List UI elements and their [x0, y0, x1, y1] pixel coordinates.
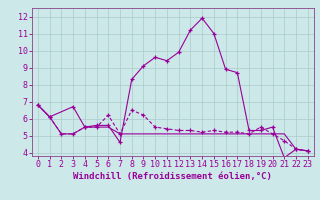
- X-axis label: Windchill (Refroidissement éolien,°C): Windchill (Refroidissement éolien,°C): [73, 172, 272, 181]
